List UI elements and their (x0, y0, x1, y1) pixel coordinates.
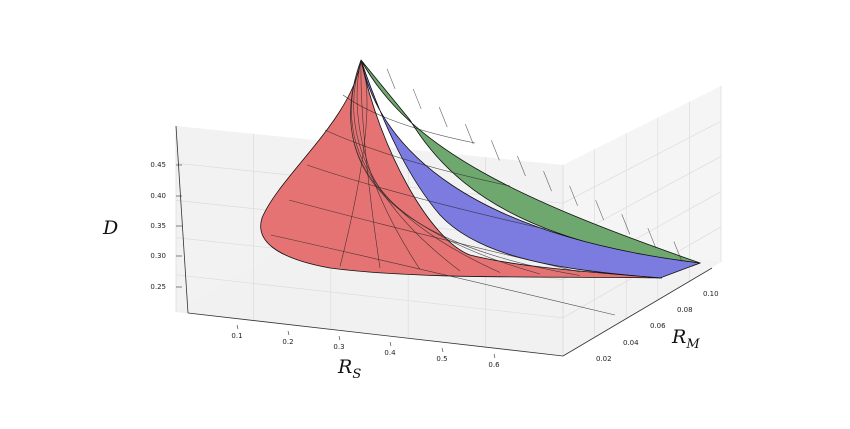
y-tick-label: 0.02 (596, 355, 612, 363)
mesh-line (517, 155, 526, 177)
x-tick-label: 0.6 (488, 361, 500, 369)
y-tick-label: 0.10 (703, 290, 719, 298)
z-axis-line (175, 125, 189, 314)
mesh-line (543, 170, 552, 192)
x-tick-label: 0.1 (231, 332, 242, 340)
x-tick-label: 0.2 (282, 338, 293, 346)
mesh-line (288, 199, 581, 273)
grid-line (175, 274, 564, 319)
surfaces (260, 59, 702, 316)
z-tick-label: 0.30 (150, 252, 166, 260)
mesh-line (595, 200, 604, 221)
x-axis-label: RS (337, 356, 361, 382)
mesh-line (360, 59, 381, 269)
z-tick-label: 0.40 (150, 192, 166, 200)
y-tick-label: 0.04 (623, 339, 639, 347)
x-tick-mark (441, 347, 444, 353)
grid-line (562, 120, 722, 204)
mesh-line (306, 164, 546, 230)
x-tick-mark (287, 330, 290, 336)
mesh-line (465, 124, 474, 145)
mesh-line (438, 107, 448, 128)
mesh-line (621, 214, 631, 235)
y-axis-line (562, 267, 713, 357)
y-tick-label: 0.08 (677, 306, 693, 314)
x-tick-mark (338, 335, 341, 341)
mesh-line (673, 241, 683, 262)
z-axis-label: D (102, 217, 118, 239)
mesh-line (569, 185, 578, 206)
y-axis-label: RM (671, 326, 700, 352)
y-tick-label: 0.06 (650, 322, 666, 330)
x-tick-label: 0.5 (436, 355, 447, 363)
series-surface (360, 59, 701, 279)
x-axis-line (187, 312, 564, 357)
x-tick-mark (493, 353, 496, 359)
x-tick-mark (389, 341, 392, 347)
z-tick-label: 0.35 (150, 222, 166, 230)
mesh-line (339, 59, 368, 267)
mesh-line (491, 140, 500, 161)
z-tick-label: 0.25 (150, 283, 166, 291)
mesh-line (342, 94, 476, 144)
mesh-line (350, 59, 581, 276)
x-tick-mark (236, 324, 239, 330)
axes (175, 125, 713, 357)
x-tick-label: 0.3 (333, 343, 344, 351)
mesh-line (386, 68, 396, 89)
x-tick-label: 0.4 (384, 349, 396, 357)
mesh-line (356, 59, 421, 270)
mesh-line (270, 234, 616, 316)
mesh-line (324, 129, 511, 187)
tick-labels: 0.1 0.2 0.3 0.4 0.5 0.6 0.02 0.04 0.06 0.08 0.10 0.… (150, 161, 718, 369)
mesh-line (412, 88, 422, 110)
mesh-line (647, 227, 657, 249)
mesh-line (353, 59, 461, 272)
z-tick-label: 0.45 (150, 161, 166, 169)
